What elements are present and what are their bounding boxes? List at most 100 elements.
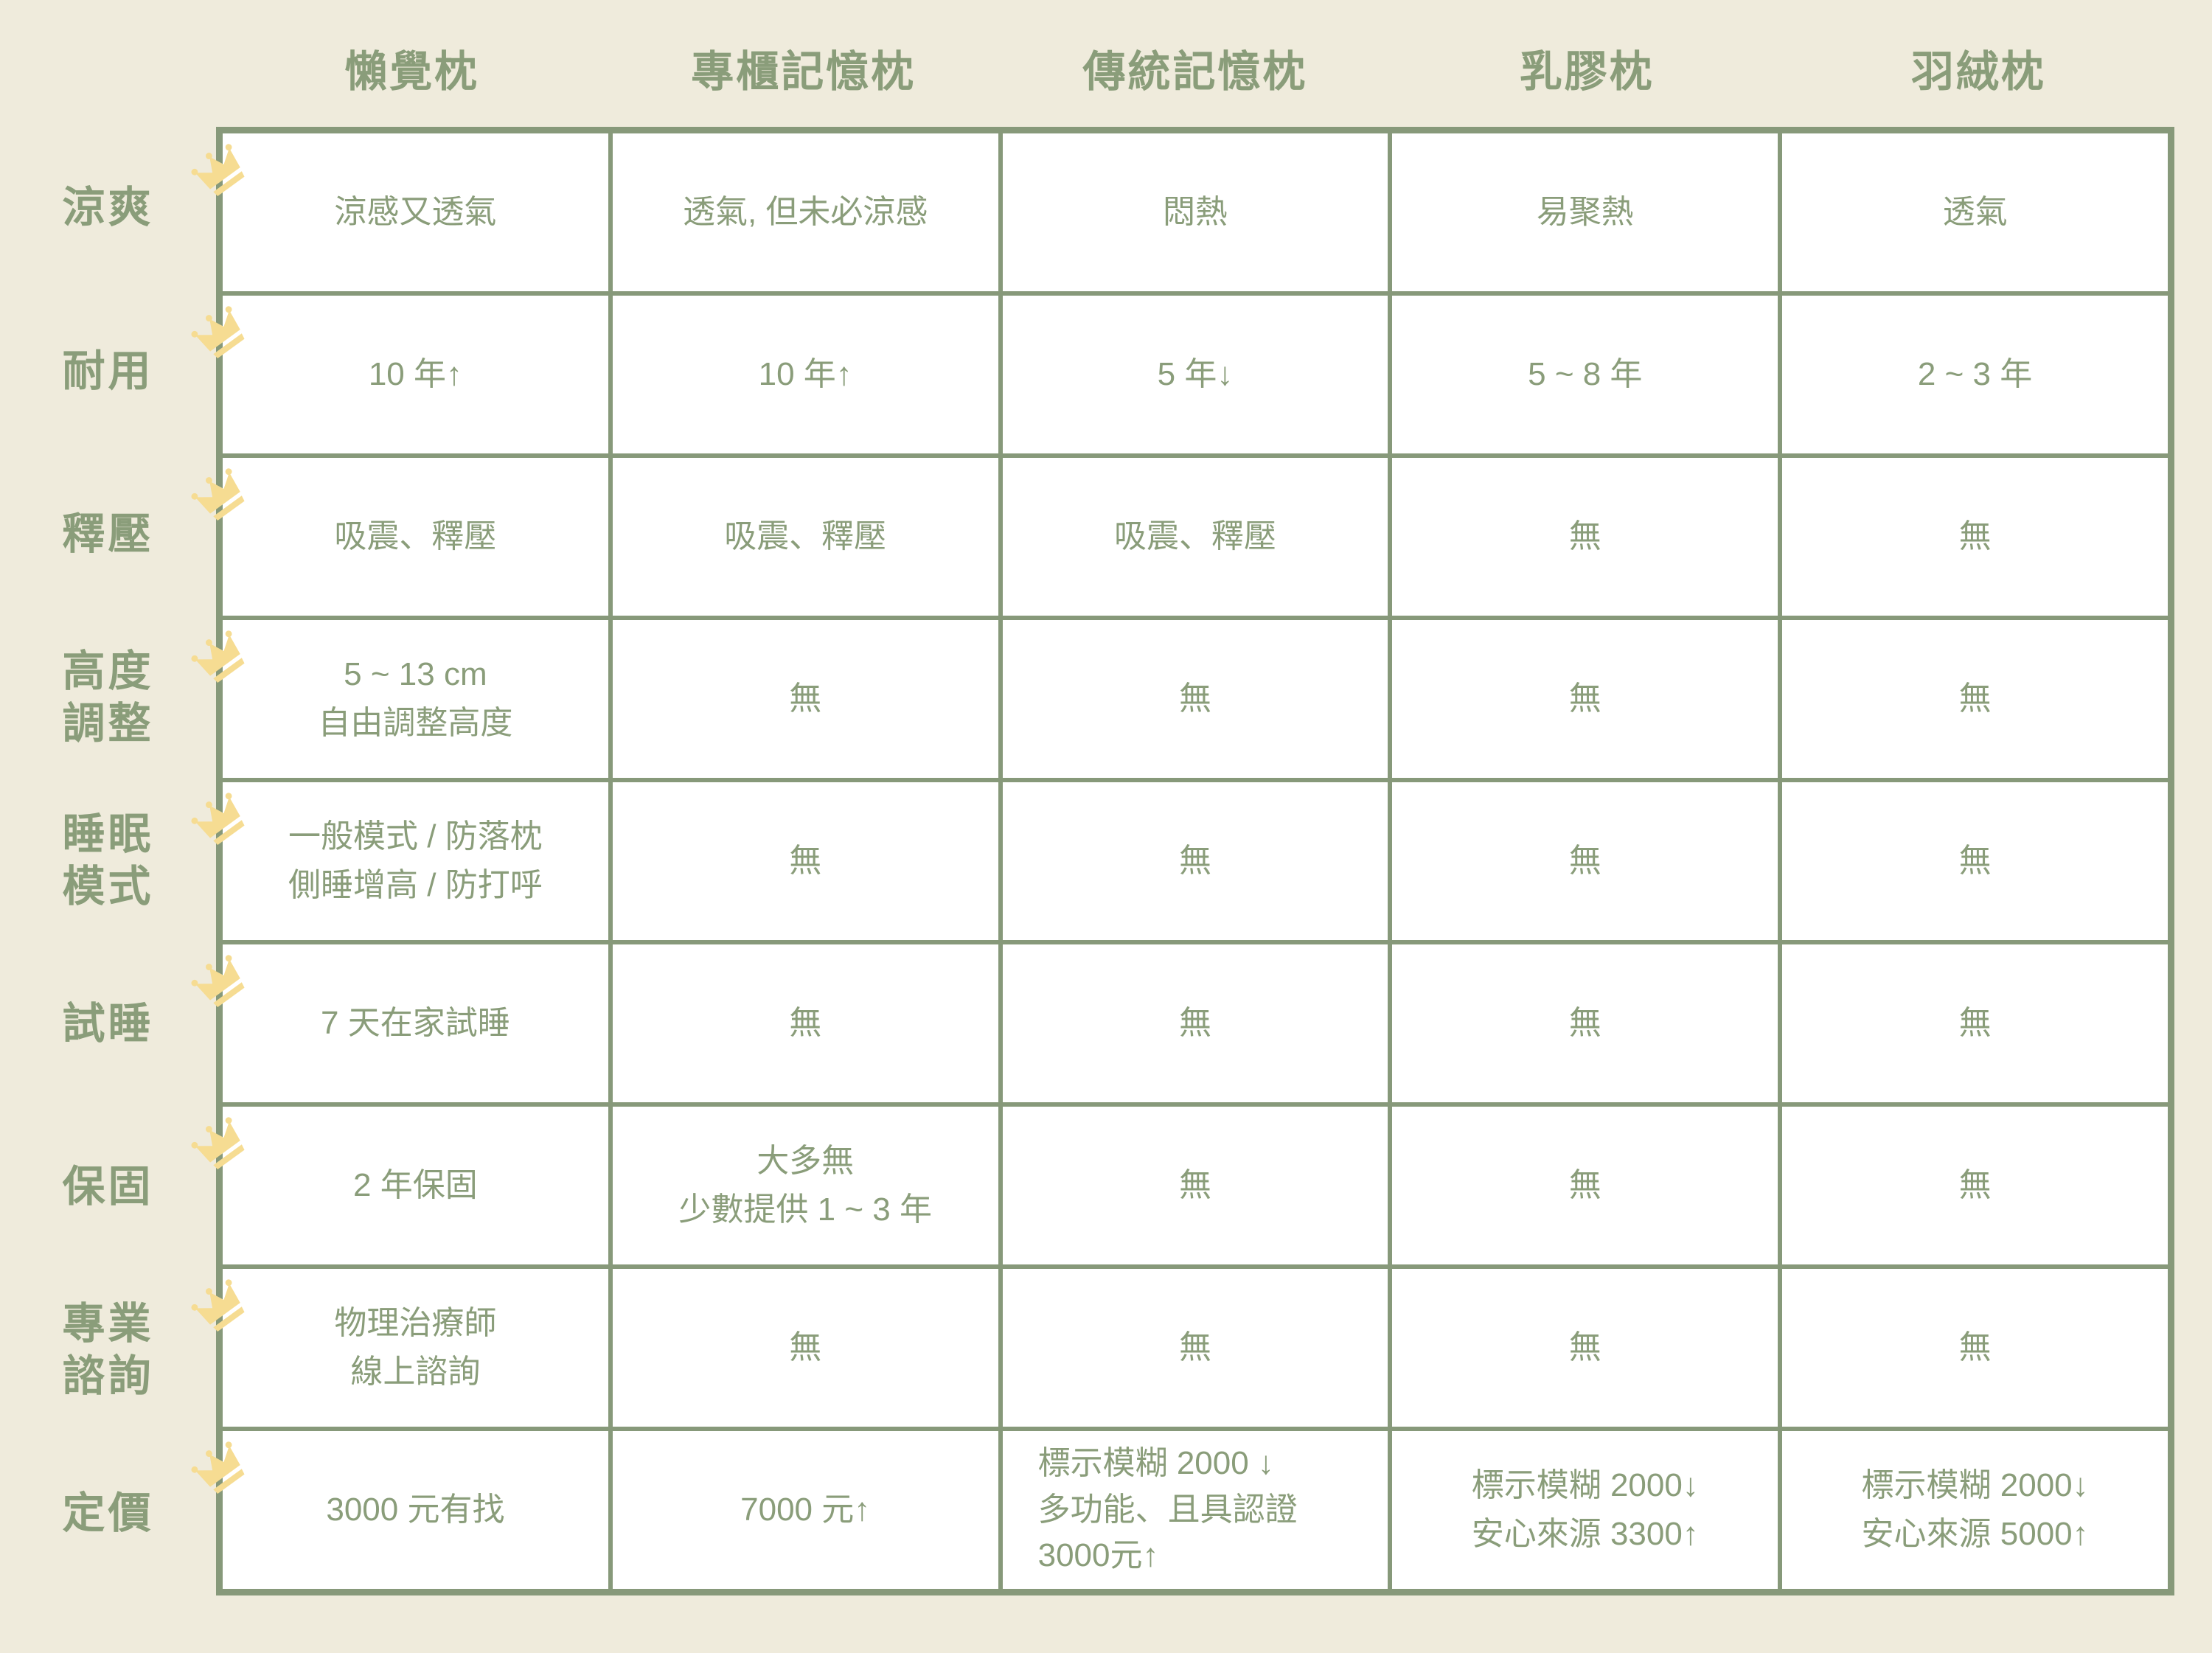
row-label-line: 專業 bbox=[62, 1300, 154, 1348]
row-label-line: 涼爽 bbox=[62, 184, 154, 232]
row-label: 釋壓 bbox=[0, 453, 216, 616]
column-header: 乳膠枕 bbox=[1519, 48, 1655, 96]
table-cell: 標示模糊 2000↓ 安心來源 3300↑ bbox=[1392, 1431, 1778, 1589]
table-cell-line: 3000 元有找 bbox=[326, 1492, 505, 1528]
table-cell: 無 bbox=[1392, 1269, 1778, 1427]
table-cell: 5 ~ 8 年 bbox=[1392, 296, 1778, 453]
table-cell: 無 bbox=[1782, 620, 2168, 778]
table-cell: 標示模糊 2000↓ 安心來源 5000↑ bbox=[1782, 1431, 2168, 1589]
table-cell-line: 無 bbox=[1958, 681, 1992, 717]
table-cell-line: 安心來源 3300↑ bbox=[1471, 1516, 1699, 1552]
row-label: 試睡 bbox=[0, 943, 216, 1106]
table-cell: 2 年保固 bbox=[223, 1107, 608, 1264]
table-cell: 無 bbox=[1002, 620, 1388, 778]
table-cell-line: 易聚熱 bbox=[1536, 194, 1634, 230]
table-cell-line: 透氣 bbox=[1942, 194, 2008, 230]
table-cell: 5 ~ 13 cm 自由調整高度 bbox=[223, 620, 608, 778]
table-cell-line: 無 bbox=[1178, 843, 1211, 879]
table-cell-line: 吸震、釋壓 bbox=[1113, 518, 1276, 554]
row-label-line: 調整 bbox=[62, 699, 154, 748]
row-label-line: 高度 bbox=[62, 647, 154, 695]
table-cell-line: 一般模式 / 防落枕 bbox=[288, 818, 543, 855]
table-cell-line: 無 bbox=[1568, 1167, 1601, 1203]
table-cell-line: 無 bbox=[789, 1329, 822, 1365]
table-cell-line: 5 ~ 8 年 bbox=[1528, 356, 1643, 392]
row-label-line: 諮詢 bbox=[62, 1351, 154, 1400]
table-cell: 無 bbox=[1782, 944, 2168, 1102]
table-cell-line: 悶熱 bbox=[1162, 194, 1228, 230]
table-cell: 物理治療師 線上諮詢 bbox=[223, 1269, 608, 1427]
table-cell: 吸震、釋壓 bbox=[223, 458, 608, 616]
table-cell-line: 無 bbox=[1568, 518, 1601, 554]
table-cell-line: 無 bbox=[1958, 518, 1992, 554]
table-cell: 5 年↓ bbox=[1002, 296, 1388, 453]
crown-icon bbox=[187, 1436, 255, 1503]
table-cell-line: 線上諮詢 bbox=[350, 1354, 481, 1390]
column-header: 傳統記憶枕 bbox=[1082, 48, 1308, 96]
crown-icon bbox=[187, 300, 255, 368]
crown-icon bbox=[187, 138, 255, 206]
table-cell-line: 10 年↑ bbox=[368, 356, 462, 392]
table-cell-line: 無 bbox=[1178, 1329, 1211, 1365]
row-label-line: 睡眠 bbox=[62, 810, 154, 859]
row-label: 專業 諮詢 bbox=[0, 1269, 216, 1432]
table-cell: 無 bbox=[1002, 1269, 1388, 1427]
table-cell-line: 2 ~ 3 年 bbox=[1917, 356, 2033, 392]
table-cell: 吸震、釋壓 bbox=[612, 458, 998, 616]
crown-icon bbox=[187, 787, 255, 855]
row-label: 睡眠 模式 bbox=[0, 779, 216, 942]
table-cell: 悶熱 bbox=[1002, 133, 1388, 291]
table-cell-line: 吸震、釋壓 bbox=[724, 518, 887, 554]
table-cell-line: 無 bbox=[1178, 1167, 1211, 1203]
crown-icon bbox=[187, 462, 255, 530]
table-cell: 2 ~ 3 年 bbox=[1782, 296, 2168, 453]
table-cell: 無 bbox=[1782, 1107, 2168, 1264]
table-cell-line: 10 年↑ bbox=[758, 356, 852, 392]
table-cell-line: 物理治療師 bbox=[334, 1305, 497, 1341]
table-cell: 無 bbox=[612, 620, 998, 778]
column-header: 懶覺枕 bbox=[344, 48, 480, 96]
table-cell: 3000 元有找 bbox=[223, 1431, 608, 1589]
table-cell: 無 bbox=[612, 782, 998, 940]
table-cell: 無 bbox=[1782, 1269, 2168, 1427]
table-cell-line: 無 bbox=[1568, 843, 1601, 879]
table-cell-line: 無 bbox=[1958, 1167, 1992, 1203]
table-cell: 大多無 少數提供 1 ~ 3 年 bbox=[612, 1107, 998, 1264]
table-cell: 易聚熱 bbox=[1392, 133, 1778, 291]
table-cell: 涼感又透氣 bbox=[223, 133, 608, 291]
table-cell: 無 bbox=[1002, 782, 1388, 940]
table-cell-line: 多功能、且具認證 bbox=[1037, 1491, 1298, 1528]
row-label-line: 試睡 bbox=[62, 999, 154, 1048]
table-cell-line: 無 bbox=[1958, 1005, 1992, 1041]
row-label: 定價 bbox=[0, 1433, 216, 1595]
crown-icon bbox=[187, 1111, 255, 1179]
table-cell-line: 無 bbox=[789, 1005, 822, 1041]
comparison-table: 涼感又透氣 透氣, 但未必涼感 悶熱 易聚熱 透氣 10 年↑ 10 年↑ 5 年↓ 5 ~ 8… bbox=[216, 127, 2174, 1595]
table-cell: 無 bbox=[612, 1269, 998, 1427]
table-cell-line: 無 bbox=[1568, 1005, 1601, 1041]
table-cell-line: 吸震、釋壓 bbox=[334, 518, 497, 554]
row-label-line: 模式 bbox=[62, 862, 154, 911]
column-headers: 懶覺枕 專櫃記憶枕 傳統記憶枕 乳膠枕 羽絨枕 bbox=[216, 21, 2174, 115]
table-cell: 無 bbox=[1392, 1107, 1778, 1264]
table-cell: 7000 元↑ bbox=[612, 1431, 998, 1589]
table-cell: 10 年↑ bbox=[612, 296, 998, 453]
table-cell: 10 年↑ bbox=[223, 296, 608, 453]
table-cell: 標示模糊 2000 ↓ 多功能、且具認證 3000元↑ bbox=[1002, 1431, 1388, 1589]
table-cell: 無 bbox=[1392, 782, 1778, 940]
table-cell: 無 bbox=[1002, 1107, 1388, 1264]
table-cell-line: 側睡增高 / 防打呼 bbox=[288, 867, 543, 903]
table-cell: 無 bbox=[1392, 458, 1778, 616]
table-cell-line: 透氣, 但未必涼感 bbox=[682, 194, 928, 230]
table-cell: 一般模式 / 防落枕 側睡增高 / 防打呼 bbox=[223, 782, 608, 940]
table-cell: 無 bbox=[1392, 620, 1778, 778]
row-labels: 涼爽 耐用 釋壓 高度 調整 睡眠 模式 試睡 保固 專業 諮詢 定價 bbox=[0, 127, 216, 1595]
table-cell-line: 7 天在家試睡 bbox=[321, 1005, 510, 1041]
table-cell: 無 bbox=[1782, 782, 2168, 940]
table-cell-line: 標示模糊 2000↓ bbox=[1861, 1467, 2089, 1503]
table-cell-line: 3000元↑ bbox=[1037, 1537, 1159, 1574]
table-cell: 無 bbox=[1392, 944, 1778, 1102]
row-label-line: 定價 bbox=[62, 1489, 154, 1537]
table-cell-line: 無 bbox=[1568, 1329, 1601, 1365]
